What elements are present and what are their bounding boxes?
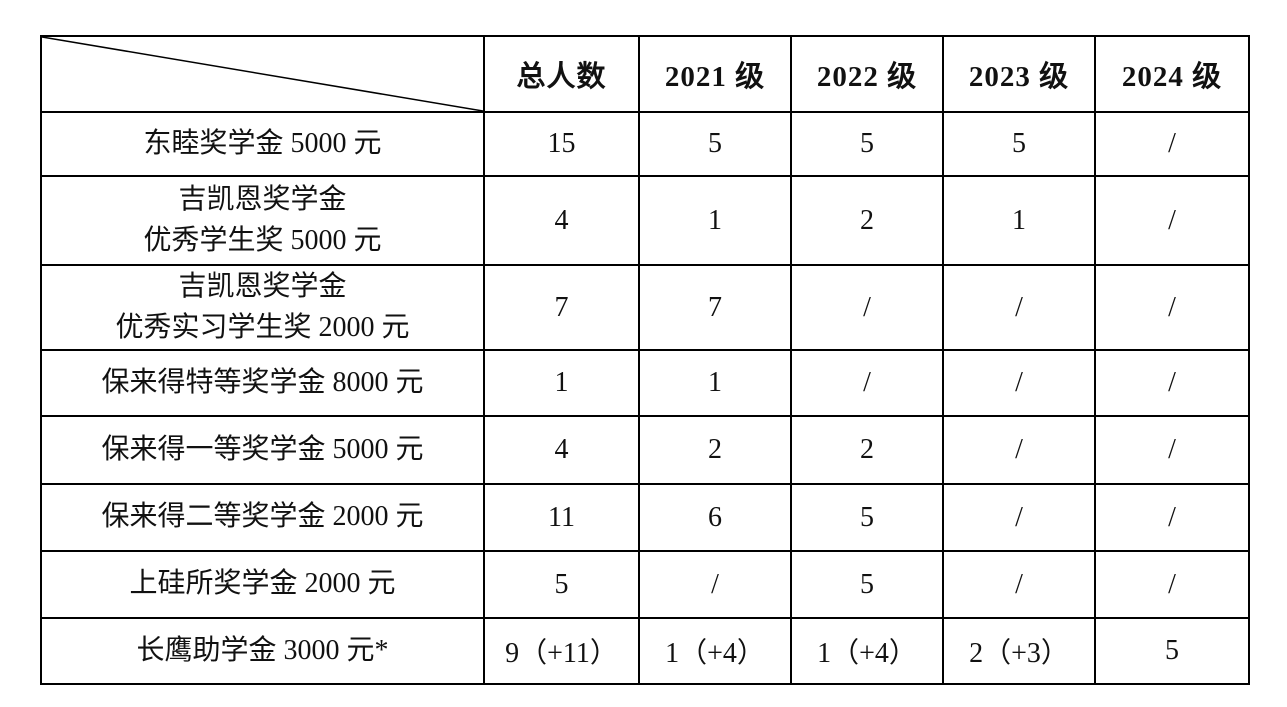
cell-value: 1 (942, 175, 1096, 266)
cell-value: 11 (483, 483, 640, 552)
cell-value: 2（+3） (942, 617, 1096, 685)
cell-value: 4 (483, 175, 640, 266)
table-row: 吉凯恩奖学金 优秀实习学生奖 2000 元 7 7 / / / (40, 264, 1250, 351)
column-header-2022: 2022 级 (790, 35, 944, 113)
cell-value: 5 (942, 111, 1096, 177)
row-label: 保来得一等奖学金 5000 元 (40, 415, 485, 485)
cell-value: 4 (483, 415, 640, 485)
cell-value: 7 (638, 264, 792, 351)
column-header-2024: 2024 级 (1094, 35, 1250, 113)
column-header-2021: 2021 级 (638, 35, 792, 113)
cell-value: 1（+4） (790, 617, 944, 685)
cell-value: 5 (790, 483, 944, 552)
cell-value: 5 (790, 111, 944, 177)
cell-value: / (942, 264, 1096, 351)
cell-value: / (790, 349, 944, 417)
cell-value: 1 (483, 349, 640, 417)
cell-value: 1 (638, 349, 792, 417)
cell-value: / (942, 415, 1096, 485)
cell-value: / (1094, 175, 1250, 266)
cell-value: / (1094, 349, 1250, 417)
cell-value: 6 (638, 483, 792, 552)
row-label: 长鹰助学金 3000 元* (40, 617, 485, 685)
row-label: 保来得二等奖学金 2000 元 (40, 483, 485, 552)
table-row: 上硅所奖学金 2000 元 5 / 5 / / (40, 550, 1250, 619)
cell-value: 5 (790, 550, 944, 619)
cell-value: / (942, 483, 1096, 552)
cell-value: 5 (1094, 617, 1250, 685)
scholarship-table: 总人数 2021 级 2022 级 2023 级 2024 级 东睦奖学金 50… (40, 35, 1250, 685)
cell-value: 9（+11） (483, 617, 640, 685)
cell-value: / (942, 349, 1096, 417)
column-header-2023: 2023 级 (942, 35, 1096, 113)
cell-value: 1 (638, 175, 792, 266)
header-row: 总人数 2021 级 2022 级 2023 级 2024 级 (40, 35, 1250, 113)
row-label: 吉凯恩奖学金 优秀实习学生奖 2000 元 (40, 264, 485, 351)
cell-value: 2 (790, 415, 944, 485)
table-row: 保来得二等奖学金 2000 元 11 6 5 / / (40, 483, 1250, 552)
cell-value: 15 (483, 111, 640, 177)
table-row: 吉凯恩奖学金 优秀学生奖 5000 元 4 1 2 1 / (40, 175, 1250, 266)
cell-value: / (790, 264, 944, 351)
row-label: 保来得特等奖学金 8000 元 (40, 349, 485, 417)
table-row: 保来得一等奖学金 5000 元 4 2 2 / / (40, 415, 1250, 485)
cell-value: 2 (790, 175, 944, 266)
cell-value: / (1094, 415, 1250, 485)
cell-value: 5 (483, 550, 640, 619)
cell-value: / (1094, 550, 1250, 619)
table-row: 长鹰助学金 3000 元* 9（+11） 1（+4） 1（+4） 2（+3） 5 (40, 617, 1250, 685)
table-row: 保来得特等奖学金 8000 元 1 1 / / / (40, 349, 1250, 417)
row-label: 东睦奖学金 5000 元 (40, 111, 485, 177)
cell-value: 5 (638, 111, 792, 177)
cell-value: / (1094, 111, 1250, 177)
table-row: 东睦奖学金 5000 元 15 5 5 5 / (40, 111, 1250, 177)
cell-value: 1（+4） (638, 617, 792, 685)
column-header-total: 总人数 (483, 35, 640, 113)
cell-value: / (638, 550, 792, 619)
diagonal-header-cell (40, 35, 485, 113)
cell-value: 2 (638, 415, 792, 485)
cell-value: / (1094, 264, 1250, 351)
row-label: 吉凯恩奖学金 优秀学生奖 5000 元 (40, 175, 485, 266)
cell-value: / (942, 550, 1096, 619)
diagonal-line (42, 37, 483, 111)
row-label: 上硅所奖学金 2000 元 (40, 550, 485, 619)
cell-value: 7 (483, 264, 640, 351)
cell-value: / (1094, 483, 1250, 552)
